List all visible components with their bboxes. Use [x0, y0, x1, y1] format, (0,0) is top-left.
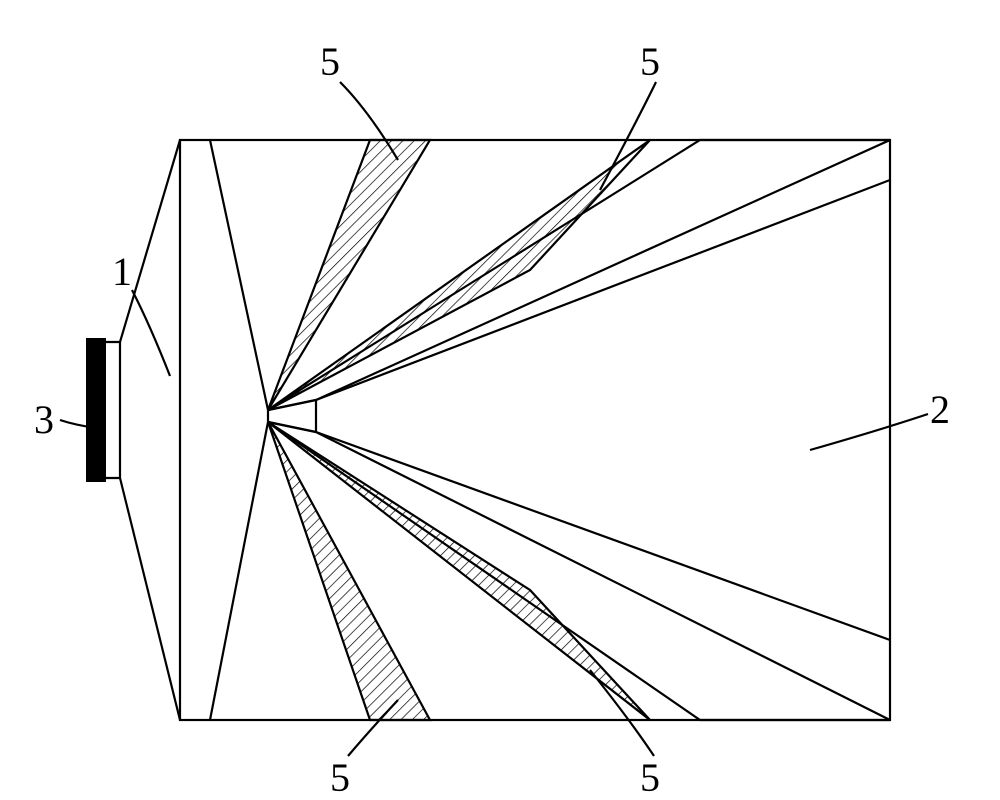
callout-label-5-ul: 5: [320, 42, 340, 82]
callout-label-5-ll: 5: [330, 758, 350, 798]
callout-label-5-ur: 5: [640, 42, 660, 82]
callout-label-3: 3: [34, 400, 54, 440]
callout-label-1: 1: [112, 252, 132, 292]
callout-label-5-lr: 5: [640, 758, 660, 798]
schematic-diagram: [0, 0, 1000, 797]
callout-label-2: 2: [930, 390, 950, 430]
